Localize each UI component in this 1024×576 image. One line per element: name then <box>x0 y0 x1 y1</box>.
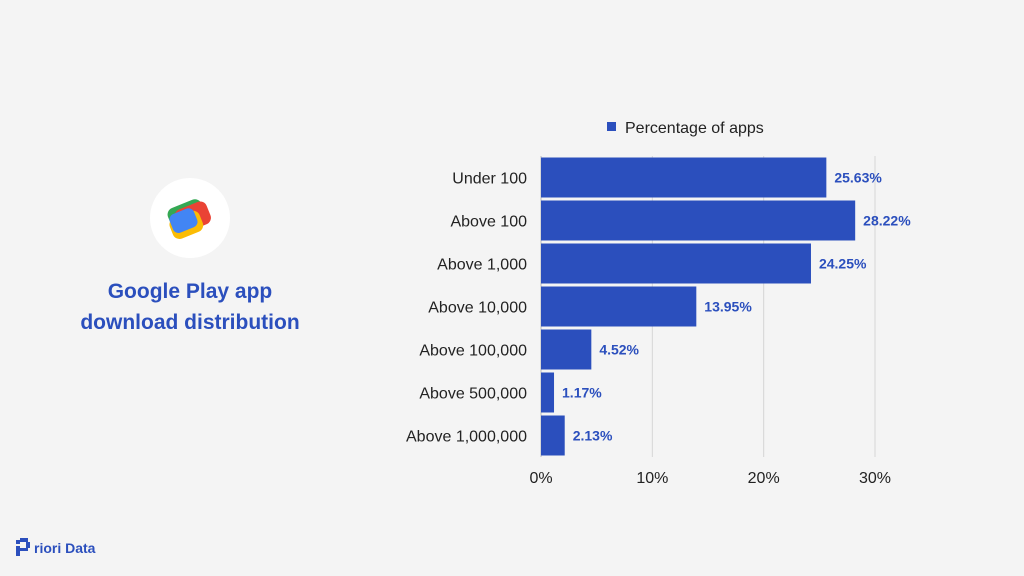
category-label: Above 500,000 <box>419 386 527 403</box>
bar <box>541 329 592 370</box>
legend-label: Percentage of apps <box>625 120 764 137</box>
app-logo <box>150 178 230 258</box>
title-line-1: Google Play app <box>107 280 273 303</box>
bar <box>541 157 827 198</box>
x-tick-label: 20% <box>748 470 780 487</box>
bar <box>541 200 856 241</box>
data-label: 1.17% <box>562 385 602 401</box>
category-label: Above 1,000,000 <box>406 429 527 446</box>
data-label: 28.22% <box>863 213 911 229</box>
data-label: 13.95% <box>704 299 752 315</box>
bar <box>541 415 565 456</box>
brand-p-icon <box>16 538 30 556</box>
bar <box>541 243 811 284</box>
google-pay-icon <box>167 199 211 239</box>
category-label: Above 1,000 <box>437 257 527 274</box>
data-label: 25.63% <box>834 170 882 186</box>
bar <box>541 286 697 327</box>
data-label: 2.13% <box>573 428 613 444</box>
category-label: Above 10,000 <box>428 300 527 317</box>
category-label: Above 100,000 <box>419 343 527 360</box>
legend-swatch <box>607 122 616 131</box>
brand-logo: riori Data <box>16 538 95 558</box>
x-tick-label: 0% <box>529 470 552 487</box>
data-label: 24.25% <box>819 256 867 272</box>
page-title: Google Play app download distribution <box>40 276 340 338</box>
bar <box>541 372 555 413</box>
title-line-2: download distribution <box>80 311 300 334</box>
data-label: 4.52% <box>599 342 639 358</box>
brand-name: riori Data <box>34 540 96 556</box>
category-label: Above 100 <box>450 214 527 231</box>
x-tick-label: 30% <box>859 470 891 487</box>
x-tick-label: 10% <box>636 470 668 487</box>
category-label: Under 100 <box>452 171 527 188</box>
